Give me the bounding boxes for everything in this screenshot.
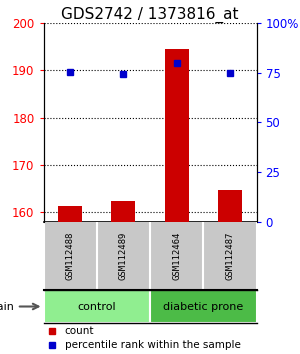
Text: control: control [77,302,116,312]
Title: GDS2742 / 1373816_at: GDS2742 / 1373816_at [61,7,239,23]
Bar [44,290,150,324]
Text: GSM112487: GSM112487 [225,232,234,280]
Text: GSM112489: GSM112489 [119,232,128,280]
Bar [150,290,256,324]
Text: strain: strain [0,302,14,312]
Bar [218,190,242,222]
Bar [111,201,135,222]
Text: GSM112488: GSM112488 [66,232,75,280]
Bar [58,206,82,222]
Text: diabetic prone: diabetic prone [163,302,243,312]
Text: percentile rank within the sample: percentile rank within the sample [65,340,241,350]
Text: count: count [65,326,94,336]
Bar [165,49,189,222]
Text: GSM112464: GSM112464 [172,232,181,280]
